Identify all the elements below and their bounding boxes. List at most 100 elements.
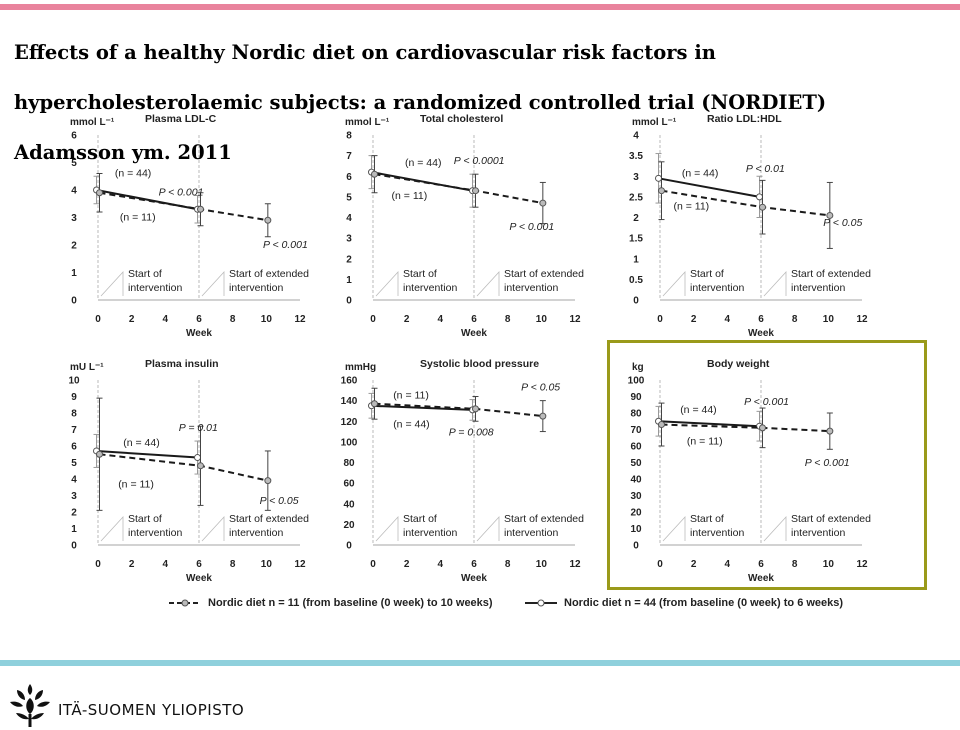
intervention-marker-label: intervention [229, 527, 283, 539]
x-tick-label: 8 [230, 314, 236, 325]
y-tick-label: 4 [71, 186, 77, 197]
y-tick-label: 80 [343, 458, 355, 469]
top-accent-bar [0, 4, 960, 10]
intervention-marker-label: Start of [128, 513, 162, 525]
chart-title: Plasma LDL-C [145, 113, 217, 125]
y-tick-label: 1 [346, 275, 352, 286]
chart-panel-systolic-blood-pressure: Systolic blood pressure mmHg 0 20 40 60 80 100 1… [325, 355, 615, 595]
intervention-marker-label: Start of [690, 268, 724, 280]
chart-title: Total cholesterol [420, 113, 503, 125]
y-tick-label: 6 [71, 131, 77, 142]
x-tick-label: 10 [823, 314, 835, 325]
chart-title: Plasma insulin [145, 358, 219, 370]
chart-panel-body-weight: Body weight kg 0 10 20 30 40 50 60 70 80 90 100 0 2 4 6 8… [612, 355, 902, 595]
x-tick-label: 8 [505, 314, 511, 325]
annotation-label: (n = 11) [118, 478, 154, 490]
x-tick-label: 10 [261, 559, 273, 570]
y-tick-label: 10 [630, 524, 642, 535]
intervention-marker-label: intervention [690, 527, 744, 539]
intervention-marker-icon [375, 515, 399, 542]
dashed-line-marker-icon [169, 599, 201, 607]
intervention-marker-icon [763, 515, 787, 542]
x-tick-label: 4 [163, 559, 169, 570]
y-tick-label: 0 [633, 541, 639, 552]
x-tick-label: 0 [95, 314, 101, 325]
y-tick-label: 1 [71, 268, 77, 279]
y-axis-unit: mmol L⁻¹ [345, 117, 390, 128]
annotation-label: P < 0.05 [521, 381, 560, 393]
intervention-marker-icon [662, 515, 686, 542]
intervention-marker-label: Start of extended [504, 268, 584, 280]
y-axis-unit: mmol L⁻¹ [632, 117, 677, 128]
x-tick-label: 8 [792, 314, 798, 325]
y-tick-label: 40 [343, 499, 355, 510]
x-tick-label: 4 [725, 314, 731, 325]
x-tick-label: 10 [823, 559, 835, 570]
y-tick-label: 0 [346, 296, 352, 307]
x-tick-label: 12 [569, 559, 581, 570]
y-tick-label: 2.5 [629, 192, 643, 203]
x-tick-label: 4 [438, 559, 444, 570]
y-axis-unit: mU L⁻¹ [70, 362, 104, 373]
y-tick-label: 3 [633, 172, 639, 183]
y-axis-unit: mmHg [345, 362, 376, 373]
y-tick-label: 7 [346, 151, 352, 162]
x-tick-label: 2 [129, 559, 135, 570]
series-line-n-44 [96, 449, 198, 459]
annotation-label: P < 0.0001 [454, 155, 505, 167]
annotation-label: P = 0.01 [179, 422, 218, 434]
x-tick-label: 2 [404, 559, 410, 570]
intervention-marker-icon [201, 515, 225, 542]
y-tick-label: 80 [630, 409, 642, 420]
intervention-marker-icon [662, 270, 686, 297]
y-axis-unit: kg [632, 362, 644, 373]
solid-line-marker-icon [525, 599, 557, 607]
annotation-label: (n = 11) [687, 435, 723, 447]
x-tick-label: 10 [536, 559, 548, 570]
y-tick-label: 20 [343, 520, 355, 531]
data-point-n-11 [759, 424, 766, 432]
y-tick-label: 3 [71, 213, 77, 224]
intervention-marker-icon [763, 270, 787, 297]
chart-panel-total-cholesterol: Total cholesterol mmol L⁻¹ 0 1 2 3 4 5 6 7 8 0 2 4 6 8 1… [325, 110, 615, 350]
annotation-label: P < 0.001 [509, 221, 554, 233]
y-tick-label: 1.5 [629, 234, 643, 245]
x-tick-label: 0 [370, 314, 376, 325]
data-point-n-11 [371, 400, 378, 408]
data-point-n-44 [756, 193, 763, 201]
chart-panel-ratio-ldl-hdl: Ratio LDL:HDL mmol L⁻¹ 0 0.5 1 1.5 2 2.5 3 3.5 4 0 2… [612, 110, 902, 350]
series-line-n-11 [99, 453, 269, 482]
y-tick-label: 8 [71, 409, 77, 420]
y-tick-label: 2 [71, 241, 77, 252]
annotation-label: (n = 44) [115, 167, 151, 179]
data-point-n-11 [472, 187, 479, 195]
x-tick-label: 6 [471, 314, 477, 325]
chart-panel-plasma-insulin: Plasma insulin mU L⁻¹ 0 1 2 3 4 5 6 7 8 9 10 0 2 4 6 8 10 1… [50, 355, 340, 595]
legend-dashed-label: Nordic diet n = 11 (from baseline (0 wee… [208, 597, 493, 609]
highlight-box-body-weight [607, 340, 927, 590]
y-tick-label: 9 [71, 392, 77, 403]
series-line-n-44 [658, 177, 760, 198]
y-tick-label: 100 [341, 437, 358, 448]
series-line-n-44 [658, 420, 760, 428]
data-point-n-11 [96, 450, 103, 458]
y-tick-label: 10 [68, 376, 80, 387]
legend-solid-label: Nordic diet n = 44 (from baseline (0 wee… [564, 597, 844, 609]
intervention-marker-label: intervention [128, 282, 182, 294]
intervention-marker-icon [476, 515, 500, 542]
y-tick-label: 5 [71, 458, 77, 469]
x-tick-label: 4 [163, 314, 169, 325]
y-tick-label: 0.5 [629, 275, 643, 286]
annotation-label: (n = 11) [673, 200, 709, 212]
x-axis-label: Week [748, 328, 774, 339]
intervention-marker-label: Start of extended [791, 513, 871, 525]
intervention-marker-label: Start of [403, 268, 437, 280]
y-tick-label: 3 [346, 234, 352, 245]
annotation-label: (n = 44) [680, 404, 716, 416]
intervention-marker-icon [100, 515, 124, 542]
intervention-marker-label: intervention [690, 282, 744, 294]
x-tick-label: 8 [230, 559, 236, 570]
data-point-n-11 [472, 405, 479, 413]
y-tick-label: 2 [346, 254, 352, 265]
